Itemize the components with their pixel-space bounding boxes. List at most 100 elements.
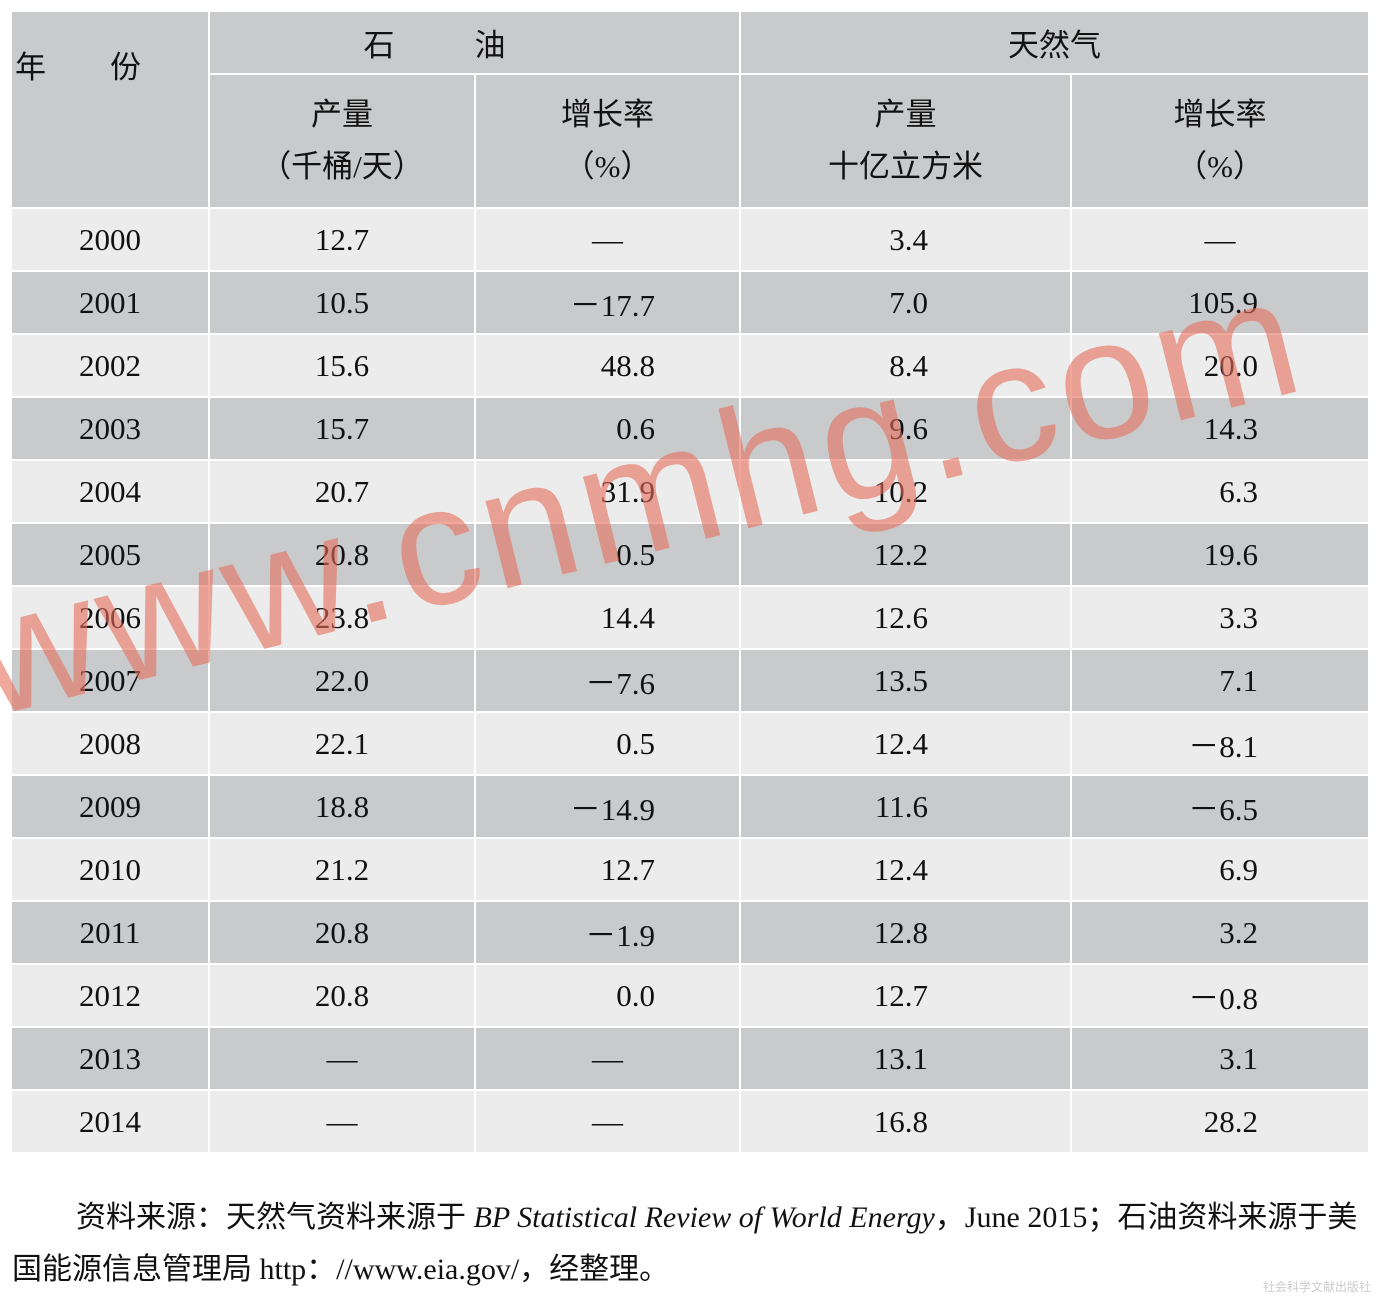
data-row: 2005 20.8 0.5 12.2 19.6 bbox=[10, 522, 1370, 587]
header-text: 增长率 bbox=[1173, 97, 1267, 132]
data-cell: 14.4 bbox=[474, 585, 741, 650]
data-cell: 12.7 bbox=[474, 837, 741, 902]
data-cell: 7.0 bbox=[739, 270, 1072, 335]
data-cell: 18.8 bbox=[208, 774, 476, 839]
data-cell: 16.8 bbox=[739, 1089, 1072, 1154]
publisher: 社会科学文献出版社 bbox=[1262, 1280, 1371, 1294]
data-cell: 2011 bbox=[10, 900, 210, 965]
data-cell: 0.6 bbox=[474, 396, 741, 461]
header-row: 年份 石油 天然气 bbox=[10, 10, 1370, 209]
data-cell: 20.0 bbox=[1070, 333, 1370, 398]
source-title: BP Statistical Review of World Energy bbox=[473, 1201, 935, 1234]
data-row: 2014— —16.8 28.2 bbox=[10, 1089, 1370, 1154]
data-cell: 22.0 bbox=[208, 648, 476, 713]
data-table: 年份 石油 天然气 产量 （千桶/天） 增长率 （%） 产量十亿立方米 增长率 （%）… bbox=[10, 10, 1370, 1154]
data-cell: 2008 bbox=[10, 711, 210, 776]
data-cell: — bbox=[208, 1089, 476, 1154]
source-text: ，June 2015；石油资料来源于美国能源信息管理局 http：//www.e… bbox=[12, 1201, 1358, 1286]
source-text: 资料来源：天然气资料来源于 bbox=[76, 1201, 474, 1234]
data-cell: 13.5 bbox=[739, 648, 1072, 713]
data-cell: 23.8 bbox=[208, 585, 476, 650]
header-text: （%） bbox=[563, 149, 652, 184]
data-cell: 15.6 bbox=[208, 333, 476, 398]
data-cell: 2007 bbox=[10, 648, 210, 713]
data-cell: －8.1 bbox=[1070, 711, 1370, 776]
header-cell: 增长率 （%） bbox=[474, 73, 741, 209]
data-row: 2001 10.5 －17.7 7.0 105.9 bbox=[10, 270, 1370, 335]
data-cell: 12.7 bbox=[208, 207, 476, 272]
header-cell: 天然气 bbox=[739, 10, 1370, 75]
data-row: 2013— —13.1 3.1 bbox=[10, 1026, 1370, 1091]
data-cell: 48.8 bbox=[474, 333, 741, 398]
data-cell: 10.2 bbox=[739, 459, 1072, 524]
data-row: 2009 18.8 －14.9 11.6 －6.5 bbox=[10, 774, 1370, 839]
data-cell: 6.3 bbox=[1070, 459, 1370, 524]
data-cell: 11.6 bbox=[739, 774, 1072, 839]
data-cell: 0.0 bbox=[474, 963, 741, 1028]
data-cell: 10.5 bbox=[208, 270, 476, 335]
data-cell: 13.1 bbox=[739, 1026, 1072, 1091]
data-cell: — bbox=[1070, 207, 1370, 272]
data-cell: 2013 bbox=[10, 1026, 210, 1091]
data-cell: 12.6 bbox=[739, 585, 1072, 650]
data-row: 2004 20.7 31.9 10.2 6.3 bbox=[10, 459, 1370, 524]
data-cell: 19.6 bbox=[1070, 522, 1370, 587]
data-cell: 2003 bbox=[10, 396, 210, 461]
data-cell: 31.9 bbox=[474, 459, 741, 524]
data-row: 2007 22.0 －7.6 13.5 7.1 bbox=[10, 648, 1370, 713]
data-cell: 2005 bbox=[10, 522, 210, 587]
data-row: 2000 12.7—3.4— bbox=[10, 207, 1370, 272]
data-row: 2012 20.8 0.0 12.7 －0.8 bbox=[10, 963, 1370, 1028]
data-cell: 20.8 bbox=[208, 522, 476, 587]
data-row: 2011 20.8 －1.9 12.8 3.2 bbox=[10, 900, 1370, 965]
source-note: 资料来源：天然气资料来源于 BP Statistical Review of W… bbox=[12, 1192, 1368, 1296]
header-row: 产量 （千桶/天） 增长率 （%） 产量十亿立方米 增长率 （%） bbox=[11, 73, 1370, 209]
data-cell: 2004 bbox=[10, 459, 210, 524]
data-cell: 15.7 bbox=[208, 396, 476, 461]
data-cell: 0.5 bbox=[474, 711, 741, 776]
data-cell: 7.1 bbox=[1070, 648, 1370, 713]
data-cell: 2014 bbox=[10, 1089, 210, 1154]
data-cell: 14.3 bbox=[1070, 396, 1370, 461]
data-cell: 8.4 bbox=[739, 333, 1072, 398]
data-cell: 2009 bbox=[10, 774, 210, 839]
data-cell: — bbox=[474, 1026, 741, 1091]
header-cell: 产量 （千桶/天） bbox=[208, 73, 476, 209]
header-text: 产量 bbox=[874, 97, 937, 132]
data-cell: －17.7 bbox=[474, 270, 741, 335]
header-text: 增长率 bbox=[561, 97, 654, 132]
data-cell: 12.4 bbox=[739, 837, 1072, 902]
header-cell: 产量 十亿立方米 bbox=[739, 73, 1072, 209]
header-cell: 年份 bbox=[10, 10, 210, 209]
data-cell: 28.2 bbox=[1070, 1089, 1370, 1154]
data-cell: 3.1 bbox=[1070, 1026, 1370, 1091]
data-cell: －0.8 bbox=[1070, 963, 1370, 1028]
header-text: 产量 bbox=[311, 97, 373, 132]
data-cell: 22.1 bbox=[208, 711, 476, 776]
data-cell: 6.9 bbox=[1070, 837, 1370, 902]
data-row: 2008 22.1 0.5 12.4 －8.1 bbox=[10, 711, 1370, 776]
data-cell: 0.5 bbox=[474, 522, 741, 587]
data-row: 2010 21.2 12.7 12.4 6.9 bbox=[10, 837, 1370, 902]
data-row: 2006 23.8 14.4 12.6 3.3 bbox=[10, 585, 1370, 650]
data-cell: 2001 bbox=[10, 270, 210, 335]
data-cell: －6.5 bbox=[1070, 774, 1370, 839]
data-cell: 20.8 bbox=[208, 963, 476, 1028]
data-cell: 3.2 bbox=[1070, 900, 1370, 965]
data-cell: 2000 bbox=[10, 207, 210, 272]
data-cell: 12.8 bbox=[739, 900, 1072, 965]
header-cell: 石油 bbox=[208, 10, 741, 75]
data-cell: 12.4 bbox=[739, 711, 1072, 776]
data-cell: －1.9 bbox=[474, 900, 741, 965]
data-cell: 2002 bbox=[10, 333, 210, 398]
data-cell: — bbox=[208, 1026, 476, 1091]
data-cell: －14.9 bbox=[474, 774, 741, 839]
data-cell: 9.6 bbox=[739, 396, 1072, 461]
header-text: 十亿立方米 bbox=[828, 149, 983, 184]
data-cell: 20.8 bbox=[208, 900, 476, 965]
header-text: （%） bbox=[1176, 149, 1264, 184]
header-text: （千桶/天） bbox=[260, 149, 424, 184]
header-cell: 增长率 （%） bbox=[1070, 73, 1370, 209]
data-row: 2002 15.6 48.8 8.4 20.0 bbox=[10, 333, 1370, 398]
